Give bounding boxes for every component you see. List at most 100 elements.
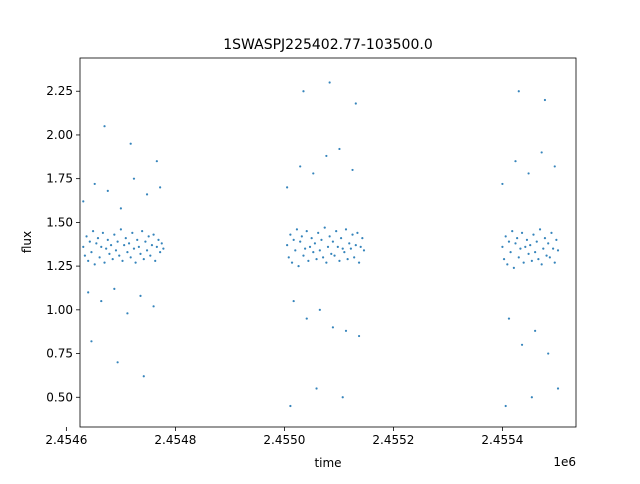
y-tick-label: 2.00 [46,128,73,142]
data-point [129,256,132,259]
data-point [321,256,325,259]
data-point [519,247,522,250]
data-point [294,249,297,252]
y-axis: 0.50 0.75 1.00 1.25 1.50 1.75 2.00 2.25 [46,84,80,404]
data-point [152,233,155,236]
data-point [141,230,144,233]
data-point [91,230,95,233]
data-point [537,258,540,261]
x-tick-label: 2.4550 [263,433,305,447]
data-point [116,361,119,364]
data-point [344,228,348,231]
data-point [106,189,109,193]
data-point [121,259,124,262]
y-tick-label: 1.75 [46,172,73,186]
data-point [136,238,139,241]
data-point [87,259,90,262]
data-point [530,396,533,399]
data-point [305,230,308,233]
data-point [353,256,356,259]
x-tick-label: 2.4548 [154,433,196,447]
data-point [524,245,527,248]
data-point [114,249,118,252]
data-point [139,252,142,255]
data-point [504,404,507,408]
plot-area-frame [79,57,577,428]
data-point [119,207,122,210]
data-point [351,233,354,236]
data-point [308,245,312,248]
data-point [132,247,136,250]
data-point [289,233,292,236]
data-point [507,240,511,243]
data-point [535,240,538,243]
data-point [542,247,545,250]
data-point [511,230,514,233]
data-point [534,329,537,332]
data-point [82,245,85,248]
data-point [338,147,341,151]
data-point [543,98,547,102]
data-point [137,245,140,248]
data-point [556,249,560,252]
y-tick-label: 1.00 [46,303,73,317]
data-point [517,90,520,93]
data-point [529,244,532,247]
data-point [349,247,352,250]
data-point [341,396,344,399]
data-point [359,245,362,248]
data-point [299,240,302,243]
data-point [85,235,88,238]
data-point [307,259,310,262]
data-point [331,240,335,243]
data-point [348,242,351,245]
data-point [318,308,321,311]
data-point [328,235,331,238]
data-point [313,242,317,245]
data-point [147,235,150,238]
data-point [155,160,158,163]
data-point [109,244,113,247]
data-point [545,254,548,257]
data-point [341,247,344,250]
data-point [512,266,515,269]
data-point [129,142,132,145]
data-point [139,294,142,297]
data-point [299,165,302,168]
x-tick-label: 2.4554 [481,433,523,447]
data-point [540,263,543,266]
data-point [119,228,122,231]
data-point [124,237,127,240]
data-point [338,259,341,262]
data-point [154,259,157,262]
data-point [162,247,165,250]
data-point [330,252,333,255]
data-point [145,193,149,196]
data-point [145,249,149,252]
data-point [286,186,289,189]
data-point [507,317,511,320]
data-point [331,326,335,329]
data-point [547,242,550,245]
data-point [159,186,162,189]
data-point [88,240,91,243]
data-point [553,261,556,264]
x-tick-label: 2.4552 [372,433,414,447]
data-point [297,265,300,268]
data-point [87,291,90,294]
data-point [289,404,292,408]
data-point [543,237,547,240]
data-point [111,258,114,261]
data-point [516,237,519,240]
data-point [548,256,551,259]
data-point [93,182,96,186]
data-point [108,252,111,255]
data-point [325,154,328,158]
data-point [302,90,305,93]
data-point [517,256,520,259]
data-point [317,231,320,234]
data-point [318,249,321,252]
data-point [126,312,129,315]
data-point [160,242,163,245]
